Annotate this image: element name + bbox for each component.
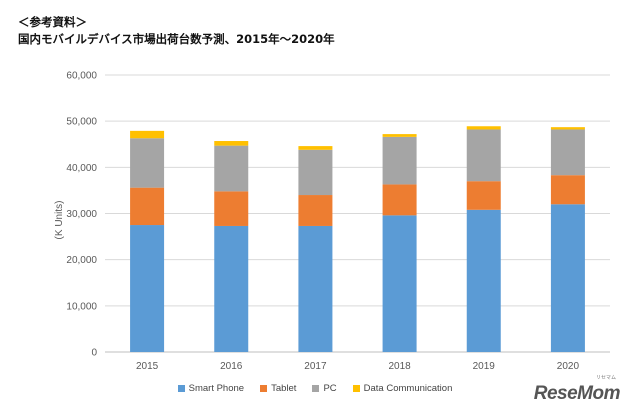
x-axis-ticks: 2015 2016 2017 2018 2019 2020 <box>136 361 580 372</box>
x-tick-label: 2016 <box>220 361 243 372</box>
y-tick-label: 10,000 <box>66 301 97 312</box>
bar-segment-smart-phone-2015 <box>130 225 165 352</box>
legend-item: PC <box>312 383 337 394</box>
legend-swatch <box>312 385 320 392</box>
x-tick-label: 2020 <box>557 361 580 372</box>
chart-caption-label: ＜参考資料＞ <box>18 15 87 29</box>
y-axis-label: (K Units) <box>54 201 65 240</box>
bar-segment-data-communication-2016 <box>214 141 249 146</box>
legend-swatch <box>352 385 360 392</box>
bar-segment-tablet-2019 <box>466 181 501 210</box>
bar-segment-pc-2015 <box>130 138 165 188</box>
bars <box>130 126 585 352</box>
y-tick-label: 0 <box>91 348 97 359</box>
logo-kana: リセマム <box>595 375 616 381</box>
legend-swatch <box>177 385 185 392</box>
legend-label: Tablet <box>271 383 297 394</box>
legend-label: PC <box>323 383 337 394</box>
y-axis-ticks: 0 10,000 20,000 30,000 40,000 50,000 60,000 <box>66 71 97 359</box>
bar-segment-tablet-2016 <box>214 191 249 226</box>
chart-title: 国内モバイルデバイス市場出荷台数予測、2015年〜2020年 <box>18 32 335 46</box>
gridlines <box>105 74 610 353</box>
bar-segment-smart-phone-2019 <box>466 209 501 352</box>
legend-label: Data Communication <box>363 383 453 394</box>
chart-legend: Smart Phone Tablet PC Data Communication <box>0 383 630 394</box>
bar-segment-data-communication-2020 <box>550 127 585 130</box>
resemom-logo: ReseMom <box>533 383 621 404</box>
bar-segment-smart-phone-2020 <box>550 204 585 352</box>
legend-item: Data Communication <box>352 383 453 394</box>
y-tick-label: 30,000 <box>66 209 97 220</box>
legend-item: Tablet <box>260 383 296 394</box>
x-tick-label: 2019 <box>473 361 496 372</box>
y-tick-label: 20,000 <box>66 255 97 266</box>
legend-label: Smart Phone <box>188 383 245 394</box>
bar-segment-pc-2019 <box>466 129 501 182</box>
x-tick-label: 2017 <box>304 361 327 372</box>
bar-segment-pc-2017 <box>298 149 333 196</box>
bar-segment-smart-phone-2018 <box>382 215 417 352</box>
bar-segment-pc-2020 <box>550 129 585 176</box>
bar-segment-data-communication-2019 <box>466 126 501 130</box>
x-tick-label: 2015 <box>136 361 159 372</box>
bar-segment-tablet-2015 <box>130 187 165 226</box>
y-tick-label: 40,000 <box>66 163 97 174</box>
bar-segment-smart-phone-2016 <box>214 225 249 352</box>
bar-segment-data-communication-2018 <box>382 134 417 137</box>
x-tick-label: 2018 <box>388 361 411 372</box>
bar-segment-pc-2018 <box>382 136 417 185</box>
bar-segment-tablet-2018 <box>382 184 417 216</box>
bar-segment-data-communication-2015 <box>130 130 165 139</box>
y-tick-label: 50,000 <box>66 117 97 128</box>
bar-segment-pc-2016 <box>214 145 249 192</box>
bar-segment-data-communication-2017 <box>298 146 333 150</box>
bar-segment-tablet-2017 <box>298 195 333 226</box>
bar-segment-smart-phone-2017 <box>298 225 333 352</box>
y-tick-label: 60,000 <box>66 71 97 82</box>
legend-item: Smart Phone <box>177 383 245 394</box>
legend-swatch <box>260 385 268 392</box>
bar-segment-tablet-2020 <box>550 175 585 205</box>
